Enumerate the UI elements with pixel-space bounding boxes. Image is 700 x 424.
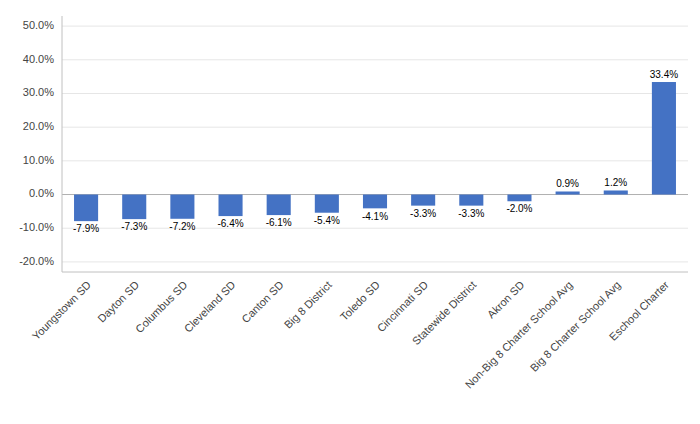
data-label: 1.2% (604, 177, 627, 188)
x-tick-label: Youngstown SD (30, 279, 94, 343)
y-tick-label: 30.0% (23, 86, 54, 98)
grid-line (62, 26, 688, 27)
x-tick-label: Statewide District (410, 279, 479, 348)
y-tick-label: -10.0% (19, 221, 54, 233)
grid-line (62, 93, 688, 94)
bar (459, 195, 483, 206)
bar (363, 195, 387, 209)
grid-line (62, 261, 688, 262)
bar (219, 195, 243, 217)
data-labels: -7.9% -7.3% -7.2% -6.4% -6.1% -5.4% -4.1% -3.3%… (73, 69, 678, 234)
data-label: -5.4% (314, 215, 340, 226)
y-tick-label: 0.0% (29, 187, 54, 199)
x-axis-line (62, 272, 688, 273)
x-tick-label: Toledo SD (338, 279, 382, 323)
data-label: -7.9% (73, 223, 99, 234)
chart-container: -20.0% -10.0% 0.0% 10.0% 20.0% 30.0% 40.0% 50.0… (0, 0, 700, 424)
data-label: -2.0% (506, 203, 532, 214)
bar (652, 82, 676, 195)
x-tick-label: Canton SD (239, 279, 286, 326)
data-label: -3.3% (458, 208, 484, 219)
bar (507, 195, 531, 202)
data-label: -7.2% (169, 221, 195, 232)
y-tick-label: -20.0% (19, 255, 54, 267)
grid (62, 26, 688, 262)
grid-line (62, 127, 688, 128)
bar (74, 195, 98, 222)
bar (411, 195, 435, 206)
y-axis: -20.0% -10.0% 0.0% 10.0% 20.0% 30.0% 40.0% 50.0… (19, 19, 54, 267)
data-label: -4.1% (362, 211, 388, 222)
bar (604, 190, 628, 194)
grid-line (62, 228, 688, 229)
y-axis-line (62, 16, 63, 272)
grid-line (62, 59, 688, 60)
chart-svg: -20.0% -10.0% 0.0% 10.0% 20.0% 30.0% 40.0% 50.0… (0, 0, 700, 424)
y-tick-label: 10.0% (23, 154, 54, 166)
data-label: 0.9% (556, 178, 579, 189)
bar (170, 195, 194, 219)
x-tick-label: Big 8 District (282, 279, 334, 331)
bar (122, 195, 146, 220)
x-tick-label: Akron SD (485, 279, 527, 321)
bar (267, 195, 291, 216)
x-tick-label: Eschool Charter (607, 278, 671, 342)
bar (315, 195, 339, 213)
bar (556, 191, 580, 194)
y-tick-label: 50.0% (23, 19, 54, 31)
x-tick-label: Dayton SD (95, 279, 141, 325)
bars (74, 82, 676, 221)
x-tick-label: Big 8 Charter School Avg (528, 279, 623, 374)
data-label: -6.1% (266, 217, 292, 228)
data-label: -3.3% (410, 208, 436, 219)
grid-line (62, 160, 688, 161)
x-tick-label: Cleveland SD (182, 279, 238, 335)
data-label: 33.4% (650, 69, 678, 80)
x-axis: Youngstown SDDayton SDColumbus SDClevela… (30, 278, 672, 390)
y-tick-label: 20.0% (23, 120, 54, 132)
y-tick-label: 40.0% (23, 53, 54, 65)
data-label: -7.3% (121, 221, 147, 232)
data-label: -6.4% (217, 218, 243, 229)
